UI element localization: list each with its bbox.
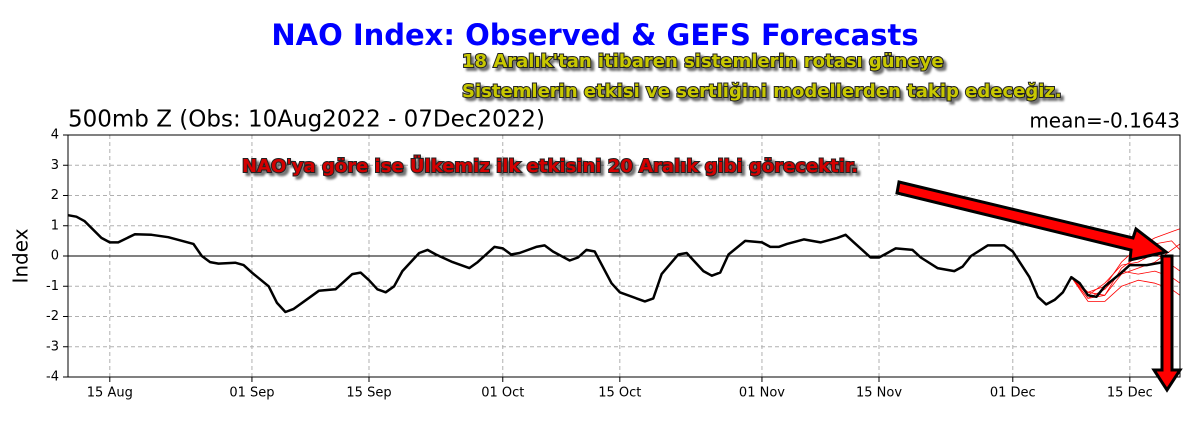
x-tick-label: 15 Oct — [598, 386, 641, 401]
axes-frame — [67, 134, 1181, 378]
y-tick-label: -4 — [46, 370, 59, 385]
arrow — [1151, 254, 1183, 393]
arrow — [895, 180, 1170, 262]
y-tick-label: -1 — [46, 279, 59, 294]
y-tick-label: 0 — [51, 249, 59, 264]
annotation: Sistemlerin etkisi ve sertliğini modelle… — [462, 81, 1062, 102]
y-tick-label: 2 — [51, 188, 59, 203]
y-tick-label: 1 — [51, 218, 59, 233]
x-tick-label: 15 Dec — [1107, 386, 1153, 401]
x-tick-label: 01 Sep — [229, 386, 274, 401]
series-line — [1071, 240, 1181, 296]
x-tick-label: 15 Aug — [87, 386, 133, 401]
mean-label: mean=-0.1643 — [1029, 109, 1180, 133]
y-tick-label: 3 — [51, 158, 59, 173]
series-line — [67, 213, 1172, 314]
subtitle: 500mb Z (Obs: 10Aug2022 - 07Dec2022) — [68, 107, 545, 133]
x-tick-label: 15 Sep — [346, 386, 391, 401]
y-tick-label: 4 — [51, 128, 59, 143]
x-tick-label: 15 Nov — [856, 386, 902, 401]
y-axis-label: Index — [9, 228, 33, 283]
x-tick-label: 01 Dec — [990, 386, 1036, 401]
annotation: NAO'ya göre ise Ülkemiz ilk etkisini 20 … — [242, 155, 858, 177]
x-tick-label: 01 Nov — [739, 386, 785, 401]
series-line — [1070, 243, 1181, 299]
y-tick-label: -3 — [46, 339, 59, 354]
y-tick-label: -2 — [46, 309, 59, 324]
x-tick-label: 01 Oct — [481, 386, 524, 401]
chart-title: NAO Index: Observed & GEFS Forecasts — [271, 18, 918, 52]
annotation: 18 Aralık'tan itibaren sistemlerin rotas… — [462, 51, 944, 72]
